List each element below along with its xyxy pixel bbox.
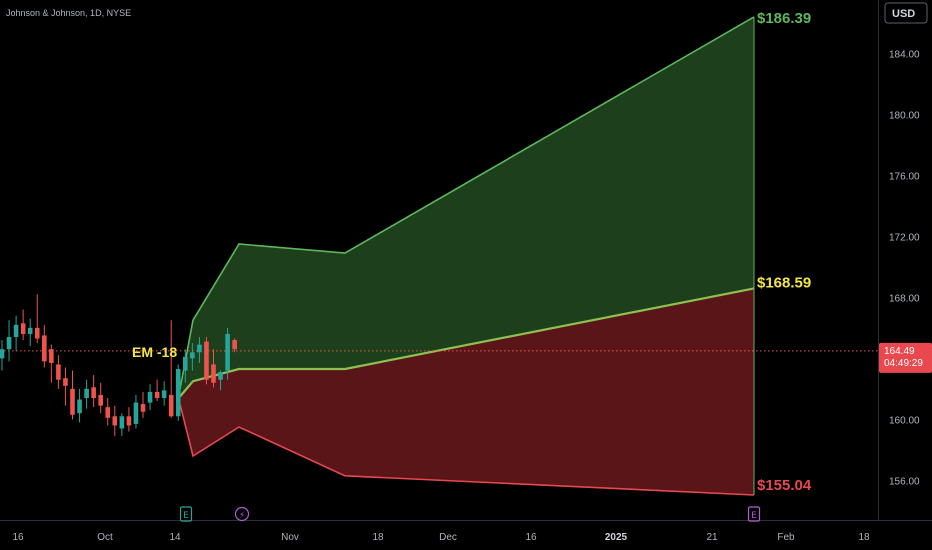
candle-body [77, 399, 82, 414]
event-markers: E ⚡ E [179, 506, 761, 522]
candle-body [168, 394, 174, 417]
upper-band-area [180, 16, 754, 397]
candle-body [49, 349, 54, 363]
upper-band-line [179, 16, 755, 390]
price-axis-tick: 176.00 [889, 171, 920, 182]
time-axis-tick: 21 [706, 532, 718, 543]
lower-band-area [180, 288, 754, 495]
price-tag-background [879, 342, 932, 373]
candle-body [147, 391, 153, 403]
time-axis-tick: Dec [439, 532, 457, 543]
candle-body [133, 402, 139, 424]
time-axis-tick: 2025 [605, 532, 628, 543]
marker-frame [179, 506, 193, 522]
time-axis[interactable]: 16 Oct 14 Nov 18 Dec 16 2025 21 Feb 18 [12, 532, 870, 543]
candle-body [232, 340, 237, 350]
candle-body [175, 369, 181, 417]
candle-body [183, 356, 188, 371]
candle-body [98, 394, 103, 406]
marker-frame [747, 506, 761, 522]
symbol-header: Johnson & Johnson, 1D, NYSE [6, 8, 131, 18]
price-axis-tick: 156.00 [889, 476, 920, 487]
earnings-marker-icon[interactable]: E [179, 506, 193, 522]
marker-label: E [183, 511, 189, 521]
time-axis-tick: Oct [97, 532, 113, 543]
upper-target-label: $186.39 [757, 10, 811, 27]
candle-body [70, 388, 75, 415]
marker-frame [234, 506, 250, 522]
bar-countdown: 04:49:29 [884, 358, 923, 369]
candle-body [112, 416, 118, 426]
candle-body [140, 404, 146, 412]
candle-body [105, 407, 111, 418]
dividend-marker-icon[interactable]: ⚡ [234, 506, 250, 522]
candle-body [204, 341, 209, 380]
candle-body [119, 416, 125, 429]
time-axis-tick: 14 [169, 532, 181, 543]
mid-target-line [179, 287, 755, 398]
price-axis-tick: 184.00 [889, 49, 920, 60]
candle-body [211, 364, 216, 383]
last-price-tag: 164.49 04:49:29 [879, 342, 932, 373]
candle-body [154, 391, 160, 399]
candle-body [0, 349, 5, 359]
time-axis-tick: 18 [372, 532, 384, 543]
lower-band-line [179, 403, 755, 496]
price-axis-tick: 172.00 [889, 232, 920, 243]
time-axis-tick: 16 [12, 532, 24, 543]
candle-body [20, 323, 26, 334]
price-axis-tick: 160.00 [889, 415, 920, 426]
candle-body [56, 364, 61, 380]
candle-body [27, 327, 33, 334]
candle-body [218, 372, 223, 380]
time-axis-tick: Feb [777, 532, 795, 543]
last-price-value: 164.49 [884, 346, 915, 357]
candle-body [225, 333, 230, 371]
candle-body [63, 378, 68, 386]
candle-body [126, 416, 132, 426]
candle-body [161, 390, 167, 399]
currency-button-frame [884, 2, 928, 24]
candle-body [197, 344, 202, 353]
marker-label: ⚡ [239, 511, 245, 521]
candle-body [84, 388, 89, 399]
currency-button[interactable]: USD [884, 2, 928, 24]
time-axis-tick: 18 [858, 532, 870, 543]
time-axis-tick: Nov [281, 532, 299, 543]
candlestick-series [0, 294, 237, 437]
price-axis-tick: 180.00 [889, 110, 920, 121]
em-label: EM -18 [132, 344, 177, 360]
candle-body [91, 387, 96, 399]
earnings-marker-icon[interactable]: E [747, 506, 761, 522]
price-axis-tick: 168.00 [889, 293, 920, 304]
marker-label: E [751, 511, 757, 521]
lower-target-label: $155.04 [757, 477, 812, 494]
candle-body [6, 337, 12, 350]
candle-body [13, 324, 19, 338]
time-axis-tick: 16 [525, 532, 537, 543]
candle-body [42, 335, 47, 362]
candle-body [34, 327, 40, 339]
candle-body [190, 352, 195, 359]
mid-target-label: $168.59 [757, 274, 811, 291]
currency-button-label: USD [892, 8, 915, 20]
